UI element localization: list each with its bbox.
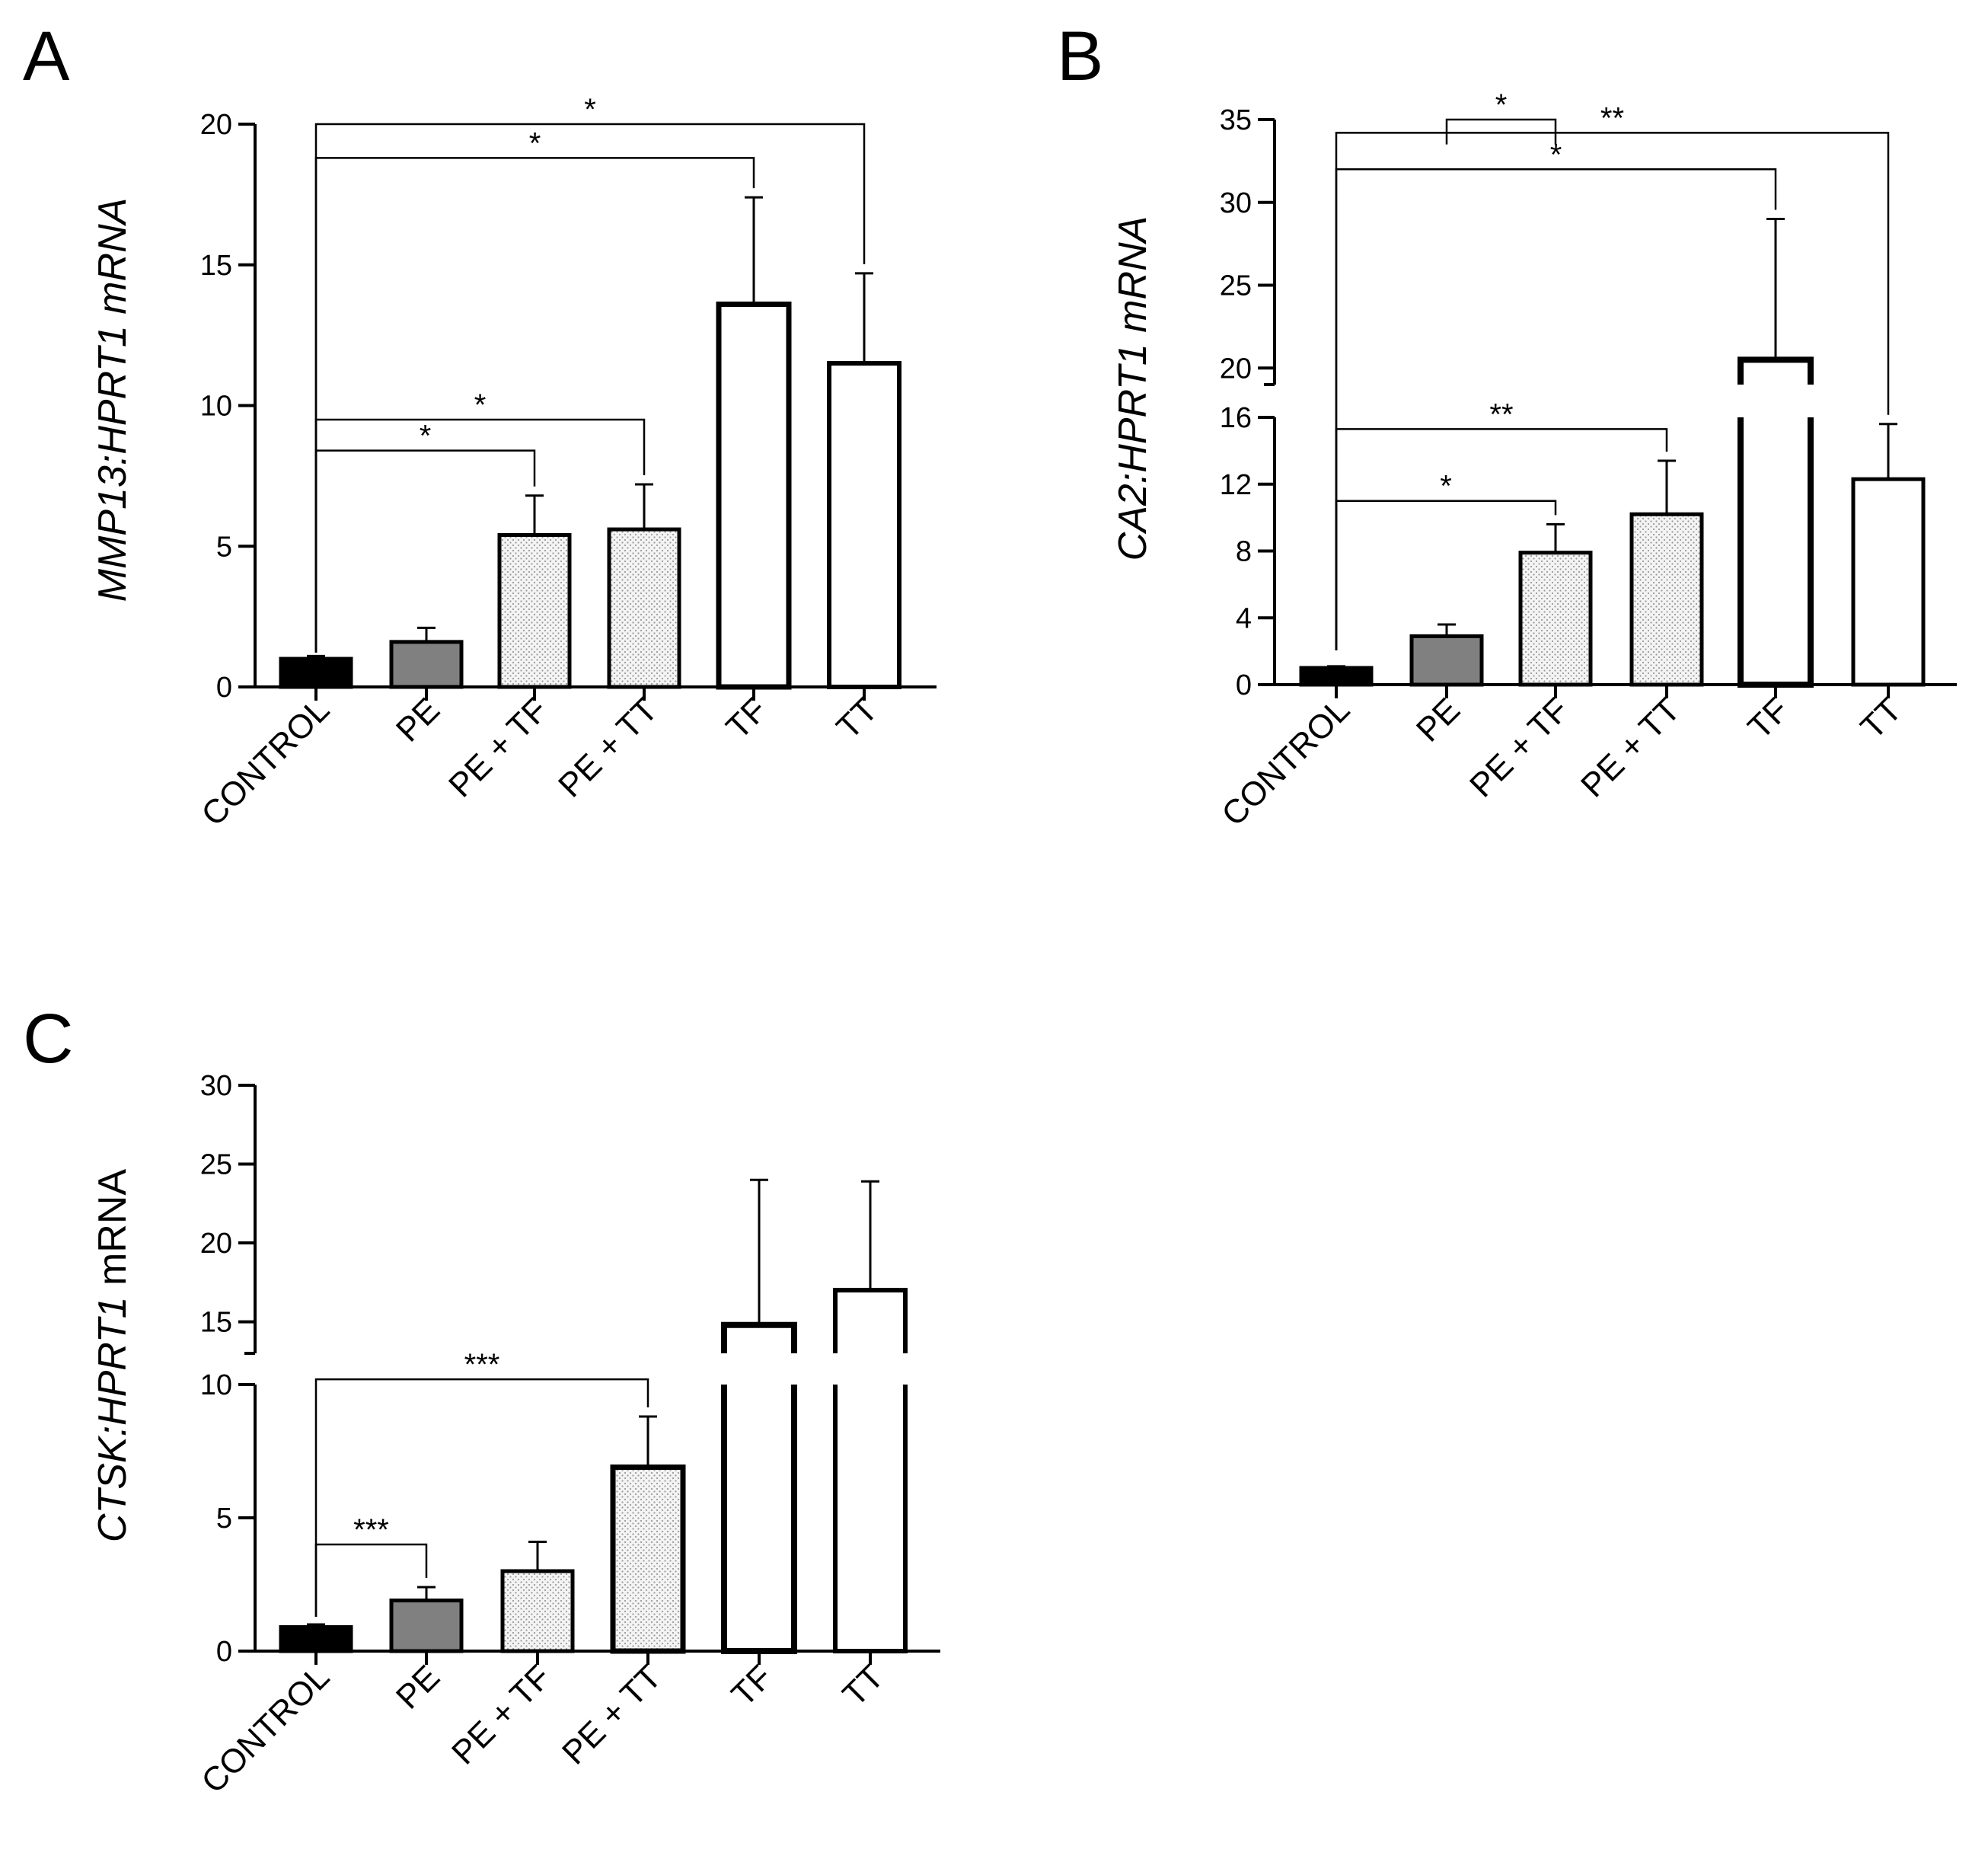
bar	[279, 656, 353, 689]
y-tick-label: 15	[200, 1307, 232, 1339]
x-category-label: PE + TT	[555, 1658, 669, 1771]
y-tick-label: 10	[200, 1369, 232, 1401]
y-tick-label: 5	[216, 1503, 232, 1535]
bar-upper-fill	[724, 1324, 794, 1353]
panel-c-letter: C	[23, 1000, 73, 1078]
bar	[1629, 512, 1704, 687]
y-tick-label: 0	[216, 1636, 232, 1668]
y-tick-label: 20	[200, 1228, 232, 1260]
significance-bracket	[314, 418, 646, 653]
x-category-label: TF	[724, 1658, 780, 1714]
x-category-label: TT	[1853, 691, 1909, 746]
panel-a-letter: A	[23, 18, 70, 95]
y-tick-label: 5	[216, 531, 232, 563]
x-category-label: PE + TF	[1463, 691, 1576, 804]
y-tick-label: 20	[1220, 353, 1252, 385]
panel-b: B CA2:HPRT1 mRNA 0 4 8 12 16 20 25 30 35 CONTROL P…	[1057, 18, 1957, 833]
x-category-label: PE	[389, 1658, 447, 1716]
bar	[279, 1625, 353, 1653]
y-tick-label: 35	[1220, 104, 1252, 136]
significance-bracket	[314, 157, 755, 653]
significance-label: ***	[353, 1513, 389, 1547]
bar	[389, 1599, 464, 1653]
y-tick-label: 25	[200, 1149, 232, 1181]
y-tick-label: 12	[1220, 469, 1252, 501]
bar-upper-fill	[835, 1290, 905, 1353]
bar-lower-fill	[1741, 417, 1811, 685]
x-category-label: CONTROL	[194, 1658, 337, 1800]
significance-bracket	[1335, 428, 1668, 650]
x-category-label: PE + TF	[442, 691, 555, 804]
y-tick-label: 30	[1220, 187, 1252, 219]
bar-upper-fill	[1741, 359, 1811, 385]
panel-c-ylabel: CTSK:HPRT1 mRNA	[91, 1169, 135, 1543]
significance-bracket	[1335, 168, 1777, 650]
significance-bracket	[1335, 500, 1557, 650]
significance-label: **	[1489, 398, 1513, 431]
y-tick-label: 15	[200, 250, 232, 282]
bar	[716, 301, 792, 690]
significance-label: ***	[464, 1348, 500, 1381]
bar	[497, 532, 572, 689]
bar	[1518, 551, 1593, 687]
bar	[1851, 477, 1926, 687]
x-category-label: TT	[829, 691, 885, 746]
y-tick-label: 30	[200, 1070, 232, 1102]
significance-label: **	[1600, 101, 1624, 135]
y-tick-label: 4	[1236, 602, 1252, 634]
x-category-label: TF	[719, 691, 774, 746]
significance-bracket	[314, 1378, 649, 1617]
x-category-label: PE	[1409, 691, 1467, 749]
bar-lower-fill	[724, 1385, 794, 1651]
significance-label: *	[584, 93, 596, 126]
y-tick-label: 8	[1236, 536, 1252, 568]
significance-label: *	[529, 126, 541, 160]
bar-upper	[721, 1321, 797, 1353]
y-tick-label: 0	[216, 672, 232, 704]
bar	[610, 1465, 686, 1654]
x-category-label: TT	[835, 1658, 891, 1714]
bar	[607, 527, 681, 689]
y-tick-label: 25	[1220, 270, 1252, 302]
significance-bracket	[314, 1543, 428, 1617]
x-category-label: CONTROL	[194, 691, 337, 833]
significance-label: *	[474, 388, 487, 422]
significance-label: *	[1440, 470, 1452, 503]
y-tick-label: 16	[1220, 402, 1252, 434]
x-category-label: PE + TT	[1574, 691, 1687, 804]
x-category-label: PE	[389, 691, 447, 749]
x-category-label: PE + TF	[445, 1658, 558, 1771]
y-tick-label: 0	[1236, 669, 1252, 701]
y-tick-label: 20	[200, 109, 232, 141]
x-category-label: CONTROL	[1214, 691, 1357, 833]
bar	[1299, 666, 1374, 687]
bar	[389, 640, 464, 689]
bar-lower-fill	[835, 1385, 905, 1651]
bar	[1409, 634, 1484, 687]
y-tick-label: 10	[200, 391, 232, 423]
bar	[827, 361, 901, 689]
x-category-label: TF	[1741, 691, 1796, 746]
significance-label: *	[420, 420, 432, 453]
panel-b-ylabel: CA2:HPRT1 mRNA	[1111, 216, 1155, 561]
bar-upper	[1738, 356, 1814, 385]
significance-label: *	[1550, 138, 1562, 171]
significance-label: *	[1495, 88, 1508, 122]
bar	[500, 1569, 575, 1653]
x-category-label: PE + TT	[551, 691, 665, 804]
significance-bracket	[314, 449, 536, 653]
panel-b-letter: B	[1057, 18, 1103, 95]
panel-a-ylabel: MMP13:HPRT1 mRNA	[91, 198, 135, 602]
bar-upper	[833, 1288, 908, 1353]
